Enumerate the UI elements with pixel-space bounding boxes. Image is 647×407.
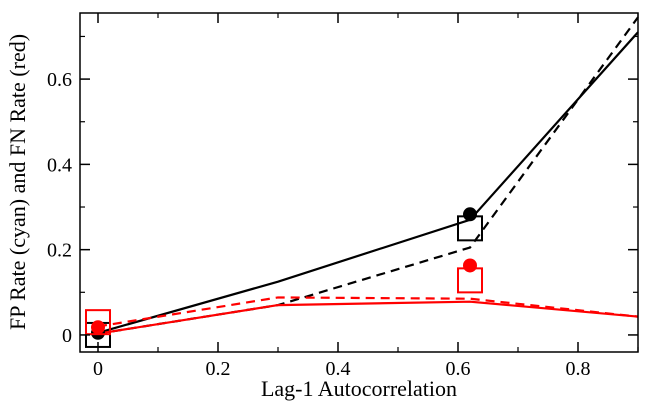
series-line-0	[97, 31, 639, 334]
y-tick-label: 0.4	[47, 154, 72, 176]
x-tick-label: 0	[93, 358, 103, 380]
y-tick-label: 0	[62, 325, 72, 347]
series-line-3	[97, 296, 639, 328]
y-axis-label: FP Rate (cyan) and FN Rate (red)	[5, 34, 30, 330]
marker-square-5-1	[457, 215, 483, 242]
x-tick-label: 0.8	[566, 358, 591, 380]
x-axis-label: Lag-1 Autocorrelation	[261, 376, 457, 401]
y-tick-label: 0.2	[47, 240, 72, 262]
marker-circle-6-0	[91, 320, 105, 335]
y-tick-label: 0.6	[47, 69, 72, 91]
marker-square-7-0	[85, 309, 111, 336]
plot-frame	[79, 12, 639, 353]
x-tick-label: 0.6	[446, 358, 471, 380]
marker-circle-6-1	[463, 258, 477, 273]
marker-square-7-1	[457, 267, 483, 294]
series-layer	[97, 16, 639, 335]
x-tick-label: 0.2	[206, 358, 231, 380]
series-line-1	[97, 16, 639, 335]
marker-circle-4-1	[463, 207, 477, 222]
series-line-2	[97, 300, 639, 335]
tick-layer: 0 0.2 0.4 0.6 0.8 0 0.2 0.4 0.6	[47, 13, 639, 380]
x-tick-label: 0.4	[326, 358, 351, 380]
